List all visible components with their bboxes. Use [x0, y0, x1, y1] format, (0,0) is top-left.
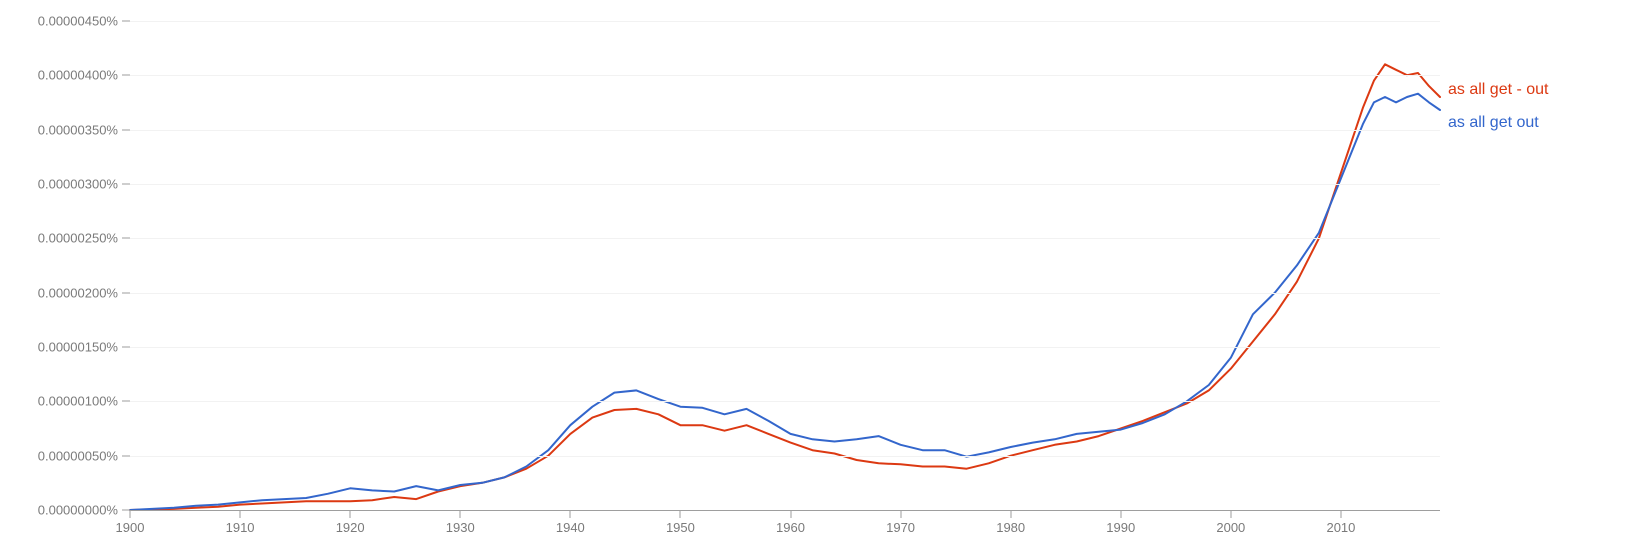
- y-axis-tick: [122, 75, 130, 76]
- x-axis-line: [130, 510, 1440, 511]
- x-axis-label: 1980: [996, 520, 1025, 535]
- x-axis-label: 1920: [336, 520, 365, 535]
- y-axis-label: 0.00000150%: [38, 339, 122, 354]
- gridline: [130, 401, 1440, 402]
- y-axis-label: 0.00000050%: [38, 448, 122, 463]
- x-axis-tick: [350, 510, 351, 518]
- x-axis-tick: [1230, 510, 1231, 518]
- series-line: [130, 64, 1440, 510]
- y-axis-label: 0.00000350%: [38, 122, 122, 137]
- x-axis-tick: [570, 510, 571, 518]
- y-axis-label: 0.00000300%: [38, 176, 122, 191]
- y-axis-tick: [122, 292, 130, 293]
- x-axis-label: 2010: [1326, 520, 1355, 535]
- y-axis-label: 0.00000000%: [38, 503, 122, 518]
- y-axis-tick: [122, 455, 130, 456]
- gridline: [130, 238, 1440, 239]
- x-axis-tick: [130, 510, 131, 518]
- x-axis-tick: [240, 510, 241, 518]
- series-legend-label: as all get - out: [1448, 81, 1549, 99]
- gridline: [130, 21, 1440, 22]
- gridline: [130, 456, 1440, 457]
- series-legend-label: as all get out: [1448, 114, 1539, 132]
- gridline: [130, 184, 1440, 185]
- chart-svg: [0, 0, 1640, 558]
- x-axis-tick: [680, 510, 681, 518]
- x-axis-tick: [790, 510, 791, 518]
- y-axis-label: 0.00000250%: [38, 231, 122, 246]
- y-axis-tick: [122, 20, 130, 21]
- gridline: [130, 130, 1440, 131]
- y-axis-label: 0.00000200%: [38, 285, 122, 300]
- gridline: [130, 293, 1440, 294]
- x-axis-label: 1960: [776, 520, 805, 535]
- y-axis-tick: [122, 346, 130, 347]
- x-axis-tick: [1010, 510, 1011, 518]
- x-axis-label: 1910: [226, 520, 255, 535]
- x-axis-label: 1940: [556, 520, 585, 535]
- x-axis-label: 1900: [116, 520, 145, 535]
- x-axis-tick: [1120, 510, 1121, 518]
- y-axis-label: 0.00000100%: [38, 394, 122, 409]
- y-axis-tick: [122, 183, 130, 184]
- x-axis-tick: [900, 510, 901, 518]
- y-axis-tick: [122, 129, 130, 130]
- x-axis-tick: [1340, 510, 1341, 518]
- y-axis-tick: [122, 238, 130, 239]
- x-axis-label: 1930: [446, 520, 475, 535]
- x-axis-label: 2000: [1216, 520, 1245, 535]
- x-axis-label: 1950: [666, 520, 695, 535]
- y-axis-tick: [122, 401, 130, 402]
- ngram-line-chart: 0.00000000% 0.00000050% 0.00000100% 0.00000…: [0, 0, 1640, 558]
- x-axis-tick: [460, 510, 461, 518]
- gridline: [130, 347, 1440, 348]
- x-axis-label: 1990: [1106, 520, 1135, 535]
- y-axis-label: 0.00000400%: [38, 68, 122, 83]
- y-axis-label: 0.00000450%: [38, 13, 122, 28]
- series-line: [130, 94, 1440, 510]
- x-axis-label: 1970: [886, 520, 915, 535]
- gridline: [130, 75, 1440, 76]
